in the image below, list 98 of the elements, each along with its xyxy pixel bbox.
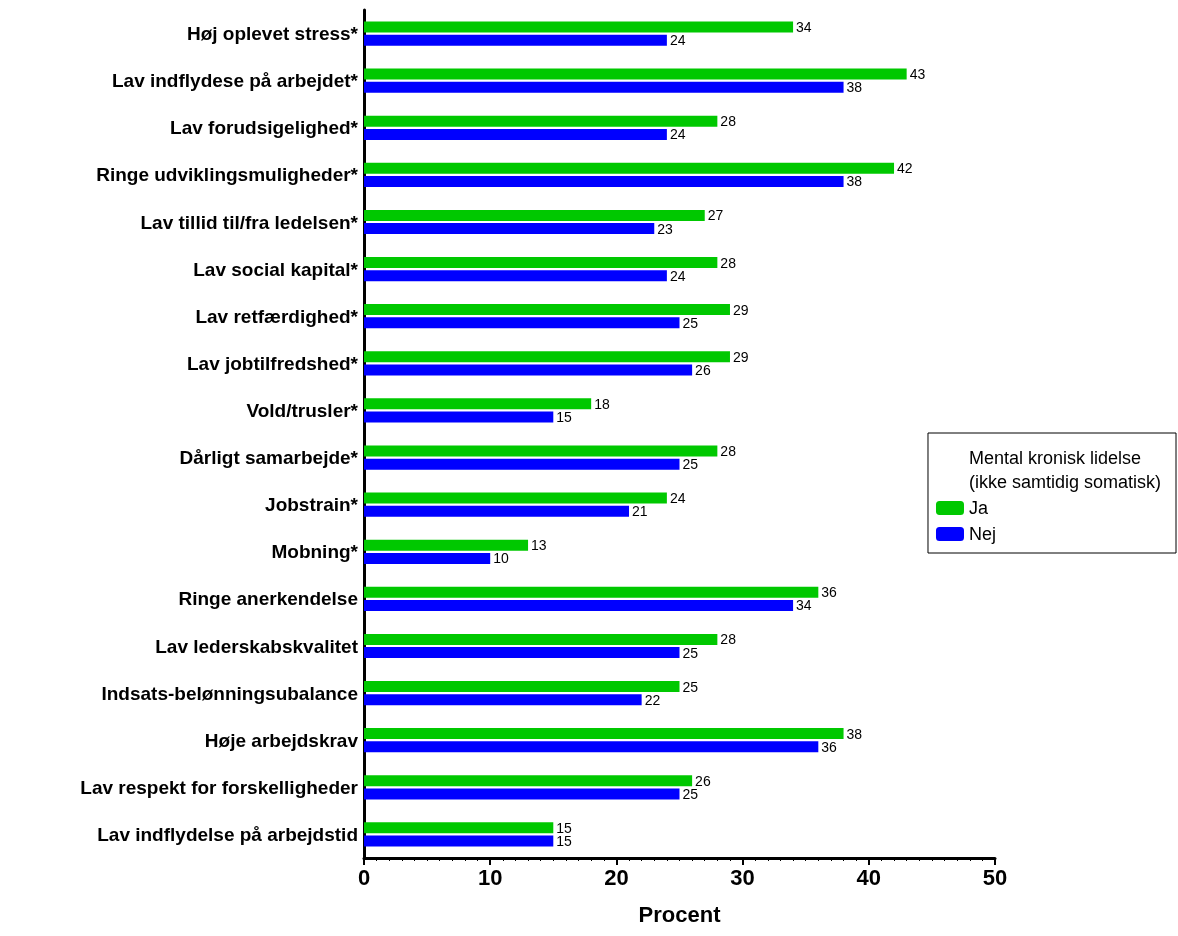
y-tick-label: Høj oplevet stress* (186, 23, 359, 45)
bar (364, 317, 680, 329)
bar (364, 788, 680, 800)
bar (364, 34, 667, 46)
bar (364, 175, 844, 187)
bar (364, 81, 844, 93)
x-tick-label: 10 (477, 864, 503, 890)
data-label: 43 (909, 66, 926, 83)
bar (364, 694, 642, 706)
bar (364, 539, 529, 551)
bar (364, 115, 718, 127)
y-tick-label: Lav forudsigelighed* (170, 117, 359, 139)
data-label: 29 (732, 301, 749, 318)
data-label: 15 (556, 819, 573, 836)
y-tick-label: Lav jobtilfredshed* (186, 352, 359, 374)
data-label: 28 (720, 631, 737, 648)
x-tick-label: 0 (357, 864, 371, 890)
bar (364, 633, 718, 645)
data-label: 15 (556, 833, 573, 850)
y-tick-label: Ringe anerkendelse (178, 588, 358, 610)
data-label: 38 (846, 79, 863, 96)
y-tick-label: Lav social kapital* (193, 258, 359, 280)
data-label: 13 (531, 537, 547, 554)
data-label: 26 (695, 361, 711, 378)
bar (364, 270, 667, 282)
y-tick-label: Ringe udviklingsmuligheder* (96, 164, 359, 186)
data-label: 25 (682, 456, 699, 473)
bar (364, 552, 491, 564)
data-label: 18 (594, 395, 610, 412)
x-tick-label: 50 (982, 864, 1008, 890)
data-label: 25 (682, 644, 699, 661)
data-label: 24 (669, 126, 686, 143)
bar (364, 586, 819, 598)
x-tick-label: 30 (730, 864, 755, 890)
bar (364, 304, 730, 316)
y-tick-label: Indsats-belønningsubalance (101, 682, 358, 704)
y-tick-label: Mobning* (271, 541, 359, 563)
x-tick-label: 40 (856, 864, 882, 890)
bar (364, 223, 655, 235)
bar (364, 505, 630, 517)
data-label: 25 (682, 314, 699, 331)
bar (364, 209, 705, 221)
data-label: 34 (796, 597, 812, 614)
y-tick-label: Vold/trusler* (246, 399, 359, 421)
data-label: 36 (821, 584, 838, 601)
bar (364, 257, 718, 269)
data-label: 24 (669, 32, 686, 49)
data-label: 25 (682, 678, 699, 695)
bar (364, 351, 730, 363)
bar (364, 68, 907, 80)
y-tick-label: Dårligt samarbejde* (179, 447, 359, 469)
bar (364, 741, 819, 753)
data-label: 15 (556, 409, 573, 426)
data-label: 21 (632, 503, 648, 520)
data-label: 28 (720, 113, 737, 130)
data-label: 28 (720, 442, 737, 459)
bar (364, 21, 794, 33)
data-label: 22 (644, 691, 661, 708)
bar (364, 775, 693, 787)
data-label: 10 (493, 550, 509, 567)
data-label: 24 (669, 267, 686, 284)
bar (364, 599, 794, 611)
data-label: 34 (796, 18, 812, 35)
data-label: 29 (732, 348, 749, 365)
bar (364, 411, 554, 423)
data-label: 36 (821, 738, 838, 755)
data-label: 23 (657, 220, 674, 237)
legend-label: Ja (968, 498, 989, 518)
data-label: 28 (720, 254, 737, 271)
bar (364, 458, 680, 470)
bar (364, 822, 554, 834)
legend-title: Mental kronisk lidelse (ikke samtidig somatisk) (968, 448, 1162, 492)
bar (364, 835, 554, 847)
x-axis-title: Procent (638, 901, 722, 927)
y-tick-label: Høje arbejdskrav (204, 729, 359, 751)
x-tick-label: 20 (604, 864, 629, 890)
y-tick-label: Lav indflydelse på arbejdstid (97, 823, 358, 845)
y-tick-label: Lav indflydese på arbejdet* (111, 70, 359, 92)
y-tick-label: Lav lederskabskvalitet (155, 635, 359, 657)
bar (364, 128, 667, 140)
bar (364, 647, 680, 659)
y-tick-label: Lav tillid til/fra ledelsen* (140, 211, 359, 233)
data-label: 38 (846, 725, 863, 742)
y-tick-label: Lav respekt for forskelligheder (80, 776, 359, 798)
data-label: 24 (669, 490, 686, 507)
bar (364, 364, 693, 376)
y-tick-label: Lav retfærdighed* (195, 305, 359, 327)
bar (364, 492, 667, 504)
data-label: 27 (707, 207, 724, 224)
bar (364, 728, 844, 740)
legend-label: Nej (968, 524, 997, 544)
data-label: 42 (897, 160, 913, 177)
bar (364, 398, 592, 410)
bar (364, 681, 680, 693)
data-label: 38 (846, 173, 863, 190)
bar (364, 162, 895, 174)
y-tick-label: Jobstrain* (265, 494, 359, 516)
bar (364, 445, 718, 457)
